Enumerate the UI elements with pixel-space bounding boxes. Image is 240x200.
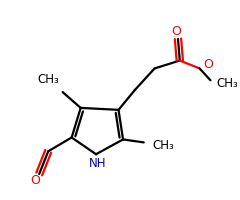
- Text: O: O: [30, 174, 40, 187]
- Text: CH₃: CH₃: [37, 73, 59, 86]
- Text: NH: NH: [89, 157, 107, 170]
- Text: CH₃: CH₃: [153, 139, 174, 152]
- Text: O: O: [171, 25, 181, 38]
- Text: CH₃: CH₃: [217, 77, 239, 90]
- Text: O: O: [203, 58, 213, 71]
